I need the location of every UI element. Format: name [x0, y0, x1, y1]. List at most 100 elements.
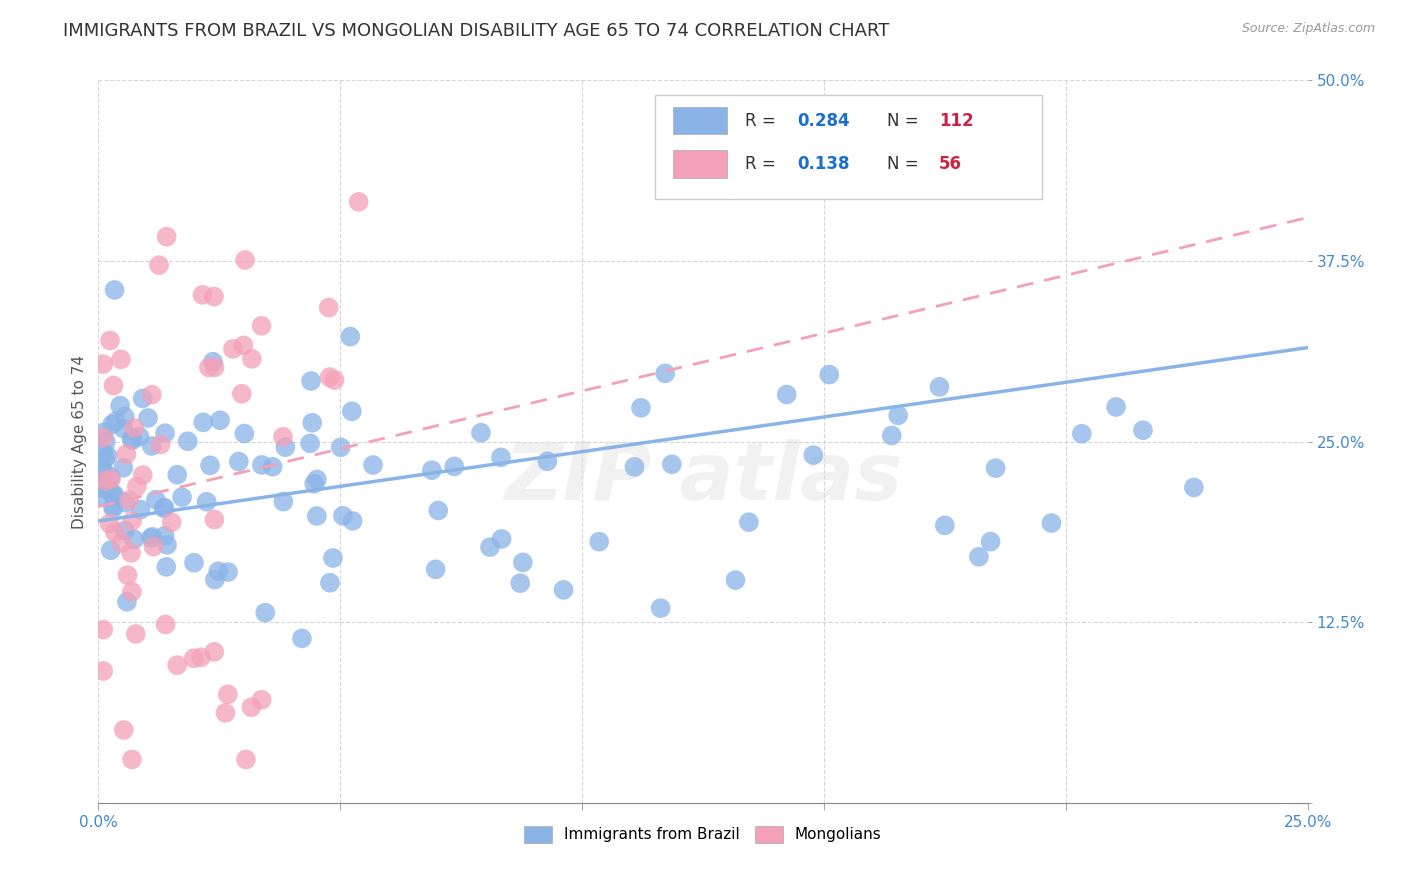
Point: [233, 252, 256, 267]
Text: 0.284: 0.284: [797, 112, 851, 129]
Text: Source: ZipAtlas.com: Source: ZipAtlas.com: [1241, 22, 1375, 36]
Point: [121, 432, 143, 446]
Point: [101, 488, 124, 502]
Point: [801, 448, 824, 462]
Point: [121, 584, 143, 599]
Point: [103, 378, 125, 392]
Point: [141, 439, 163, 453]
Point: [91, 623, 114, 637]
Point: [250, 692, 273, 706]
Point: [240, 351, 263, 366]
Point: [115, 447, 138, 461]
Point: [121, 752, 143, 766]
Point: [91, 463, 114, 477]
Point: [195, 495, 218, 509]
Point: [152, 500, 174, 515]
Point: [1182, 481, 1205, 495]
Point: [136, 411, 159, 425]
FancyBboxPatch shape: [673, 151, 727, 178]
Point: [738, 515, 761, 529]
Point: [201, 355, 224, 369]
Point: [322, 551, 344, 566]
Point: [166, 467, 188, 482]
Point: [217, 565, 239, 579]
Point: [91, 431, 114, 445]
Point: [100, 543, 122, 558]
Point: [112, 422, 135, 436]
Point: [97, 449, 120, 463]
Point: [420, 463, 443, 477]
Point: [120, 546, 142, 560]
Point: [110, 352, 132, 367]
Point: [153, 426, 176, 441]
Point: [98, 483, 121, 497]
Point: [204, 513, 226, 527]
Point: [776, 387, 799, 401]
Point: [155, 617, 177, 632]
Point: [98, 516, 121, 531]
Point: [339, 329, 361, 343]
Point: [125, 627, 148, 641]
Point: [934, 518, 956, 533]
Point: [149, 437, 172, 451]
Point: [190, 650, 212, 665]
Point: [262, 459, 284, 474]
Point: [114, 496, 136, 510]
Point: [122, 533, 145, 547]
Point: [155, 560, 177, 574]
Point: [100, 472, 122, 486]
Point: [160, 515, 183, 529]
Text: R =: R =: [745, 112, 782, 129]
Point: [101, 417, 124, 432]
Point: [240, 700, 263, 714]
Point: [329, 440, 352, 454]
Point: [170, 490, 193, 504]
Point: [233, 426, 256, 441]
Point: [110, 536, 132, 550]
Point: [108, 399, 131, 413]
Point: [553, 582, 575, 597]
Point: [207, 564, 229, 578]
Point: [274, 440, 297, 454]
Point: [342, 514, 364, 528]
Point: [250, 458, 273, 472]
Point: [967, 549, 990, 564]
Point: [91, 482, 114, 496]
Point: [202, 289, 225, 303]
Point: [121, 433, 143, 447]
Point: [91, 425, 114, 440]
Point: [340, 404, 363, 418]
Point: [129, 502, 152, 516]
Point: [273, 494, 295, 508]
Point: [153, 500, 176, 515]
Point: [443, 459, 465, 474]
Point: [100, 470, 122, 484]
Point: [254, 606, 277, 620]
Point: [984, 461, 1007, 475]
Point: [166, 658, 188, 673]
Point: [117, 568, 139, 582]
Point: [191, 288, 214, 302]
Point: [217, 687, 239, 701]
Point: [478, 540, 501, 554]
Text: N =: N =: [887, 155, 924, 173]
Point: [132, 468, 155, 483]
Point: [156, 229, 179, 244]
Point: [301, 416, 323, 430]
Point: [427, 503, 450, 517]
Point: [118, 493, 141, 508]
Point: [112, 460, 135, 475]
Point: [302, 476, 325, 491]
Point: [142, 540, 165, 554]
Point: [623, 459, 645, 474]
Point: [103, 487, 125, 501]
Point: [91, 357, 114, 371]
Point: [193, 415, 215, 429]
Text: R =: R =: [745, 155, 786, 173]
Point: [114, 524, 136, 538]
Point: [139, 531, 162, 545]
FancyBboxPatch shape: [655, 95, 1042, 200]
Point: [928, 380, 950, 394]
Point: [125, 479, 148, 493]
Point: [198, 458, 221, 473]
